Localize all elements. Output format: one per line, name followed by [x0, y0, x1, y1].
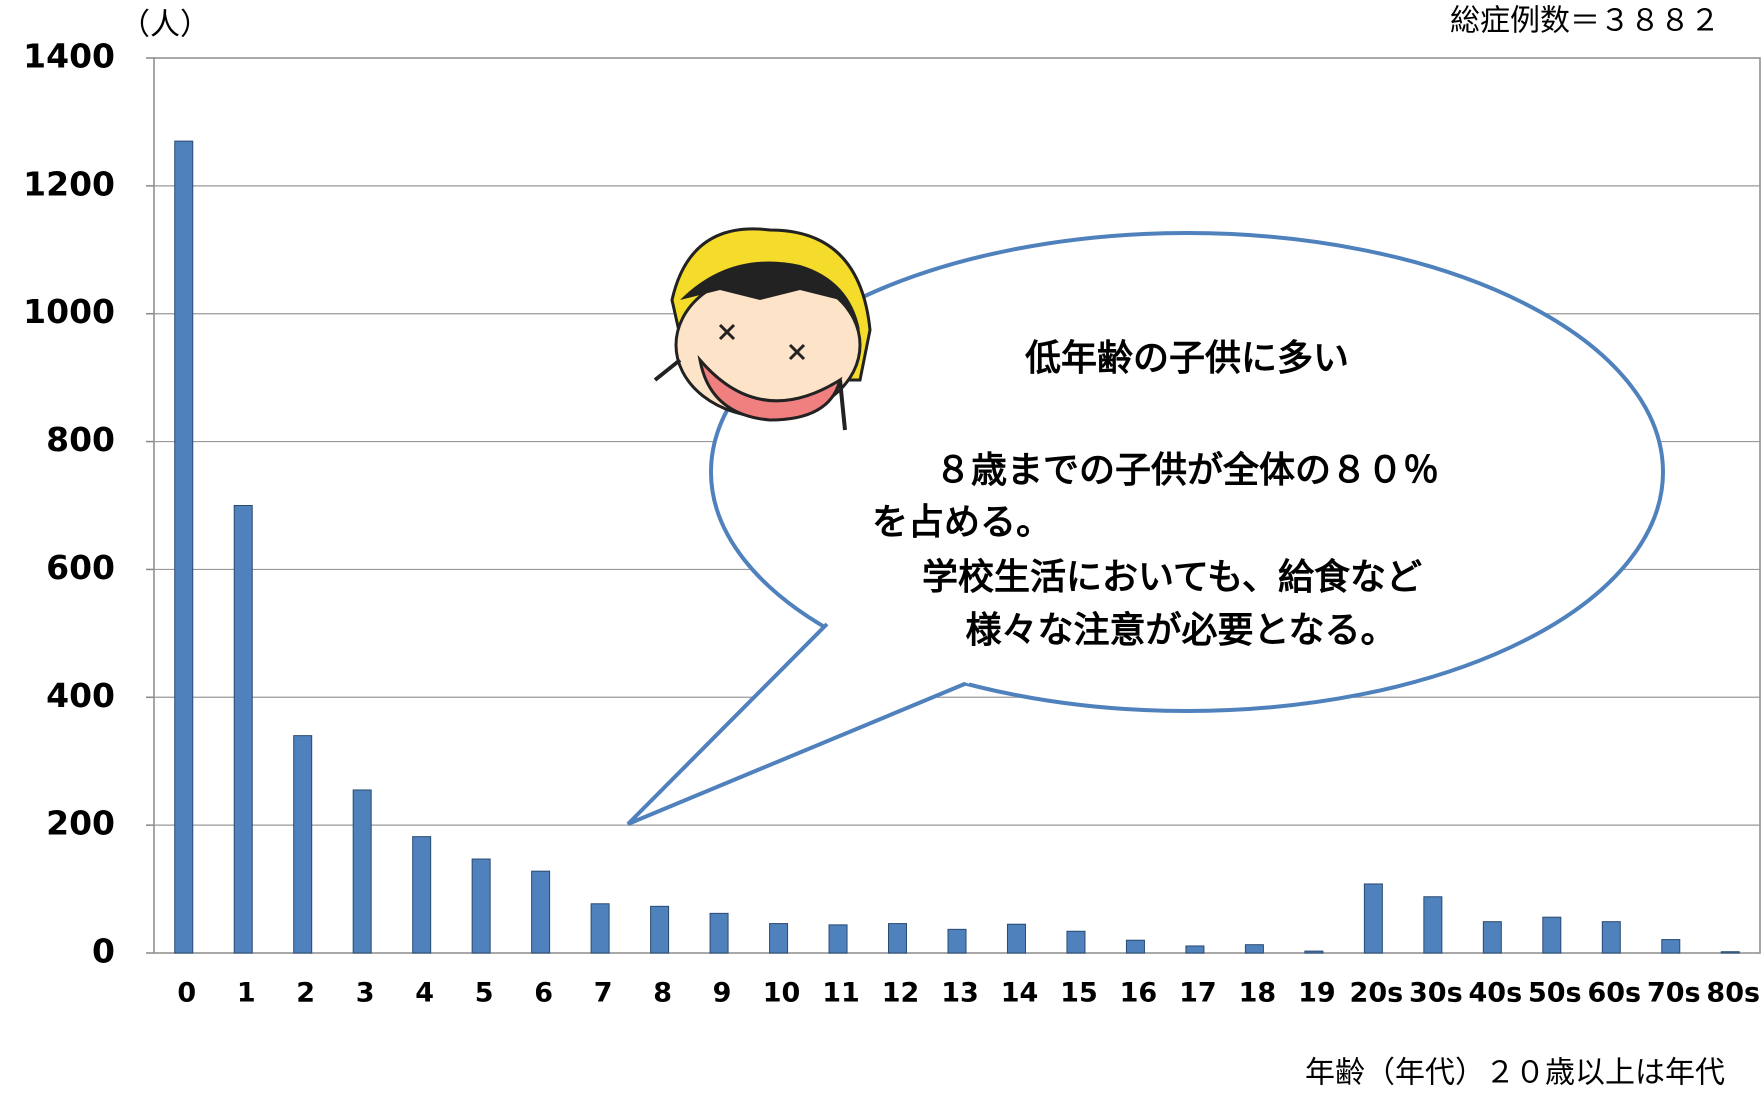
unit-label: （人）: [120, 8, 210, 43]
x-tick-label: 50s: [1528, 978, 1582, 1009]
chart: （人） 総症例数＝３８８２ 年齢（年代）２０歳以上は年代 0 200 400 600 8…: [0, 0, 1764, 1096]
bar: [532, 871, 550, 953]
bar: [1364, 884, 1382, 953]
bar: [175, 141, 193, 953]
x-tick-label: 12: [882, 978, 920, 1009]
callout-line: ８歳までの子供が全体の８０％: [935, 449, 1439, 491]
x-tick-label: 70s: [1647, 978, 1701, 1009]
x-tick-label: 10: [763, 978, 801, 1009]
bar: [353, 790, 371, 953]
bar: [591, 904, 609, 953]
x-axis-label: 年齢（年代）２０歳以上は年代: [1305, 1056, 1725, 1091]
x-tick-label: 60s: [1587, 978, 1641, 1009]
callout-title: 低年齢の子供に多い: [1025, 338, 1349, 379]
bar: [1602, 922, 1620, 953]
y-tick-label: 1400: [23, 37, 115, 76]
x-tick-label: 11: [822, 978, 860, 1009]
bar: [1305, 951, 1323, 953]
bar: [1721, 952, 1739, 953]
y-tick-label: 1000: [23, 292, 115, 331]
x-tick-label: 15: [1060, 978, 1098, 1009]
x-tick-label: 5: [475, 978, 494, 1009]
bar: [710, 913, 728, 953]
bar: [1067, 931, 1085, 953]
bar: [889, 924, 907, 953]
y-tick-label: 400: [46, 676, 115, 715]
callout-line: 様々な注意が必要となる。: [966, 610, 1397, 651]
x-tick-label: 4: [415, 978, 434, 1009]
x-tick-label: 16: [1120, 978, 1158, 1009]
bar: [651, 906, 669, 953]
callout-line: を占める。: [872, 502, 1052, 543]
y-tick-label: 200: [46, 804, 115, 843]
y-tick-label: 0: [92, 932, 115, 971]
x-tick-label: 8: [653, 978, 672, 1009]
y-tick-label: 1200: [23, 164, 115, 203]
x-tick-label: 2: [296, 978, 315, 1009]
x-tick-label: 17: [1179, 978, 1217, 1009]
bar: [948, 929, 966, 953]
y-tick-label: 800: [46, 420, 115, 459]
bar: [472, 859, 490, 953]
x-tick-label: 0: [177, 978, 196, 1009]
bar: [770, 924, 788, 953]
x-tick-label: 7: [594, 978, 613, 1009]
x-tick-label: 20s: [1350, 978, 1404, 1009]
bar: [1245, 945, 1263, 953]
bar: [1662, 940, 1680, 953]
bar: [1424, 897, 1442, 953]
x-tick-label: 18: [1239, 978, 1277, 1009]
x-tick-label: 13: [941, 978, 979, 1009]
x-tick-label: 80s: [1706, 978, 1760, 1009]
bar: [1126, 940, 1144, 953]
bar: [1186, 946, 1204, 953]
x-tick-label: 6: [534, 978, 553, 1009]
x-tick-label: 19: [1298, 978, 1336, 1009]
bar: [234, 506, 252, 954]
bar: [413, 837, 431, 953]
y-tick-label: 600: [46, 548, 115, 587]
bar: [294, 736, 312, 953]
bar: [1543, 917, 1561, 953]
x-tick-label: 30s: [1409, 978, 1463, 1009]
x-tick-label: 40s: [1469, 978, 1523, 1009]
bar: [829, 925, 847, 953]
x-tick-label: 1: [237, 978, 256, 1009]
bar: [1483, 922, 1501, 953]
x-tick-label: 9: [713, 978, 732, 1009]
page: （人） 総症例数＝３８８２ 年齢（年代）２０歳以上は年代 0 200 400 600 8…: [0, 0, 1764, 1096]
note: 総症例数＝３８８２: [1450, 4, 1720, 39]
x-tick-label: 3: [356, 978, 375, 1009]
callout-line: 学校生活においても、給食など: [922, 556, 1422, 598]
x-tick-label: 14: [1001, 978, 1039, 1009]
bar: [1007, 924, 1025, 953]
